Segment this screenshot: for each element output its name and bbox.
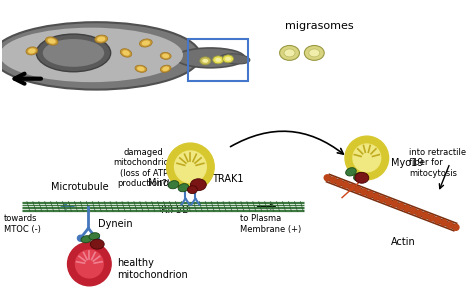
Circle shape <box>77 235 83 241</box>
Ellipse shape <box>160 52 171 59</box>
Ellipse shape <box>191 179 206 191</box>
Ellipse shape <box>187 186 197 194</box>
Text: TRAK1: TRAK1 <box>212 174 244 184</box>
Circle shape <box>345 136 389 180</box>
Text: migrasomes: migrasomes <box>284 21 353 31</box>
Ellipse shape <box>95 35 108 43</box>
Ellipse shape <box>160 65 171 72</box>
Ellipse shape <box>162 66 169 71</box>
Ellipse shape <box>43 39 104 67</box>
Circle shape <box>355 187 361 192</box>
Text: towards
MTOC (-): towards MTOC (-) <box>4 215 41 234</box>
Text: healthy
mitochondrion: healthy mitochondrion <box>117 258 188 280</box>
Ellipse shape <box>175 48 245 68</box>
Text: Myo19: Myo19 <box>391 158 423 168</box>
Circle shape <box>428 215 435 221</box>
Ellipse shape <box>0 28 183 82</box>
Text: Miro: Miro <box>148 178 169 188</box>
Ellipse shape <box>225 57 231 61</box>
Text: Microtubule: Microtubule <box>51 182 108 192</box>
Circle shape <box>379 196 385 202</box>
Ellipse shape <box>47 38 56 44</box>
Ellipse shape <box>135 65 147 72</box>
Circle shape <box>447 222 453 228</box>
Ellipse shape <box>89 233 100 240</box>
Ellipse shape <box>36 34 110 72</box>
Ellipse shape <box>97 37 105 42</box>
Ellipse shape <box>162 54 169 58</box>
Circle shape <box>343 182 348 188</box>
Circle shape <box>337 180 342 185</box>
Circle shape <box>75 250 103 278</box>
Ellipse shape <box>120 49 132 57</box>
Ellipse shape <box>137 66 145 71</box>
Circle shape <box>422 212 428 219</box>
Ellipse shape <box>28 48 36 53</box>
Circle shape <box>410 208 416 214</box>
Circle shape <box>374 194 379 200</box>
Ellipse shape <box>220 54 250 64</box>
Circle shape <box>398 203 404 209</box>
Circle shape <box>68 242 111 286</box>
Ellipse shape <box>168 181 179 189</box>
Circle shape <box>167 143 214 191</box>
Ellipse shape <box>215 58 221 62</box>
Ellipse shape <box>200 57 211 65</box>
Circle shape <box>324 175 330 181</box>
Ellipse shape <box>178 184 189 192</box>
Circle shape <box>385 198 392 204</box>
Text: damaged
mitochondrion
(loss of ATP
production?): damaged mitochondrion (loss of ATP produ… <box>113 148 174 188</box>
Ellipse shape <box>284 49 295 57</box>
Ellipse shape <box>213 56 224 64</box>
Circle shape <box>349 184 355 190</box>
Ellipse shape <box>46 37 58 45</box>
Text: Actin: Actin <box>391 237 416 247</box>
Ellipse shape <box>81 236 92 243</box>
Circle shape <box>392 201 398 207</box>
Text: to Plasma
Membrane (+): to Plasma Membrane (+) <box>240 215 301 234</box>
Text: Dynein: Dynein <box>98 220 133 229</box>
Ellipse shape <box>304 45 324 60</box>
Text: KIF5B: KIF5B <box>161 204 189 215</box>
Ellipse shape <box>202 59 208 63</box>
Ellipse shape <box>355 172 369 183</box>
Circle shape <box>367 191 373 197</box>
Ellipse shape <box>91 239 104 249</box>
Circle shape <box>441 220 447 226</box>
Ellipse shape <box>0 22 201 90</box>
Circle shape <box>453 224 459 230</box>
Circle shape <box>361 189 367 195</box>
Circle shape <box>404 205 410 212</box>
Ellipse shape <box>346 168 356 176</box>
Circle shape <box>174 151 206 183</box>
Circle shape <box>353 144 381 172</box>
Ellipse shape <box>354 173 364 181</box>
Ellipse shape <box>142 40 150 46</box>
Ellipse shape <box>223 55 234 63</box>
Bar <box>189 39 248 81</box>
Ellipse shape <box>280 45 300 60</box>
Circle shape <box>435 217 440 223</box>
Circle shape <box>93 235 99 241</box>
Circle shape <box>330 177 336 183</box>
Circle shape <box>416 210 422 216</box>
Ellipse shape <box>122 50 130 56</box>
Ellipse shape <box>309 49 320 57</box>
Ellipse shape <box>26 47 38 55</box>
Ellipse shape <box>139 39 152 47</box>
Text: into retractile
fiber for
mitocytosis: into retractile fiber for mitocytosis <box>409 148 466 178</box>
